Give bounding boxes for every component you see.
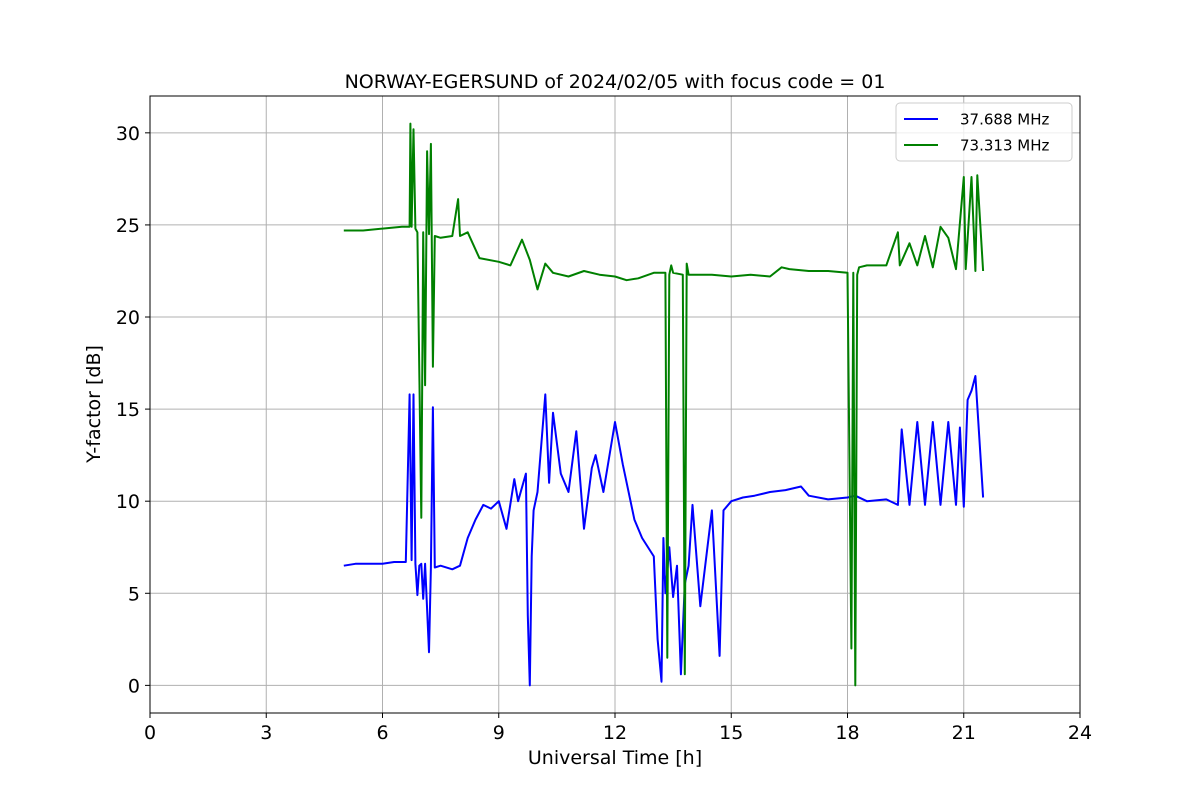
legend-label-73313: 73.313 MHz	[960, 137, 1049, 155]
legend-box	[895, 102, 1073, 162]
x-tick-label: 12	[603, 722, 627, 744]
x-tick-label: 21	[952, 722, 976, 744]
x-tick-label: 18	[835, 722, 859, 744]
y-tick-label: 25	[116, 215, 140, 237]
y-tick-label: 15	[116, 399, 140, 421]
series-line-1	[343, 122, 985, 687]
x-tick-label: 24	[1068, 722, 1092, 744]
legend-label-37688: 37.688 MHz	[960, 111, 1049, 129]
y-axis-label: Y-factor [dB]	[83, 345, 105, 464]
y-tick-label: 10	[116, 491, 140, 513]
y-tick-label: 5	[128, 583, 140, 605]
axis-ticks: 0 3 6 9 12 15 18 21 24 0 5 10 15 20 25 30	[116, 123, 1092, 744]
y-tick-label: 20	[116, 307, 140, 329]
x-tick-label: 6	[376, 722, 388, 744]
series-lines	[343, 122, 985, 687]
x-axis-label: Universal Time [h]	[528, 747, 702, 769]
y-tick-label: 30	[116, 123, 140, 145]
x-tick-label: 0	[144, 722, 156, 744]
y-tick-label: 0	[128, 675, 140, 697]
x-tick-label: 3	[260, 722, 272, 744]
x-tick-label: 15	[719, 722, 743, 744]
x-tick-label: 9	[493, 722, 505, 744]
legend: 37.688 MHz 73.313 MHz	[895, 102, 1073, 162]
series-line-0	[343, 375, 985, 687]
chart-title: NORWAY-EGERSUND of 2024/02/05 with focus…	[345, 71, 886, 93]
